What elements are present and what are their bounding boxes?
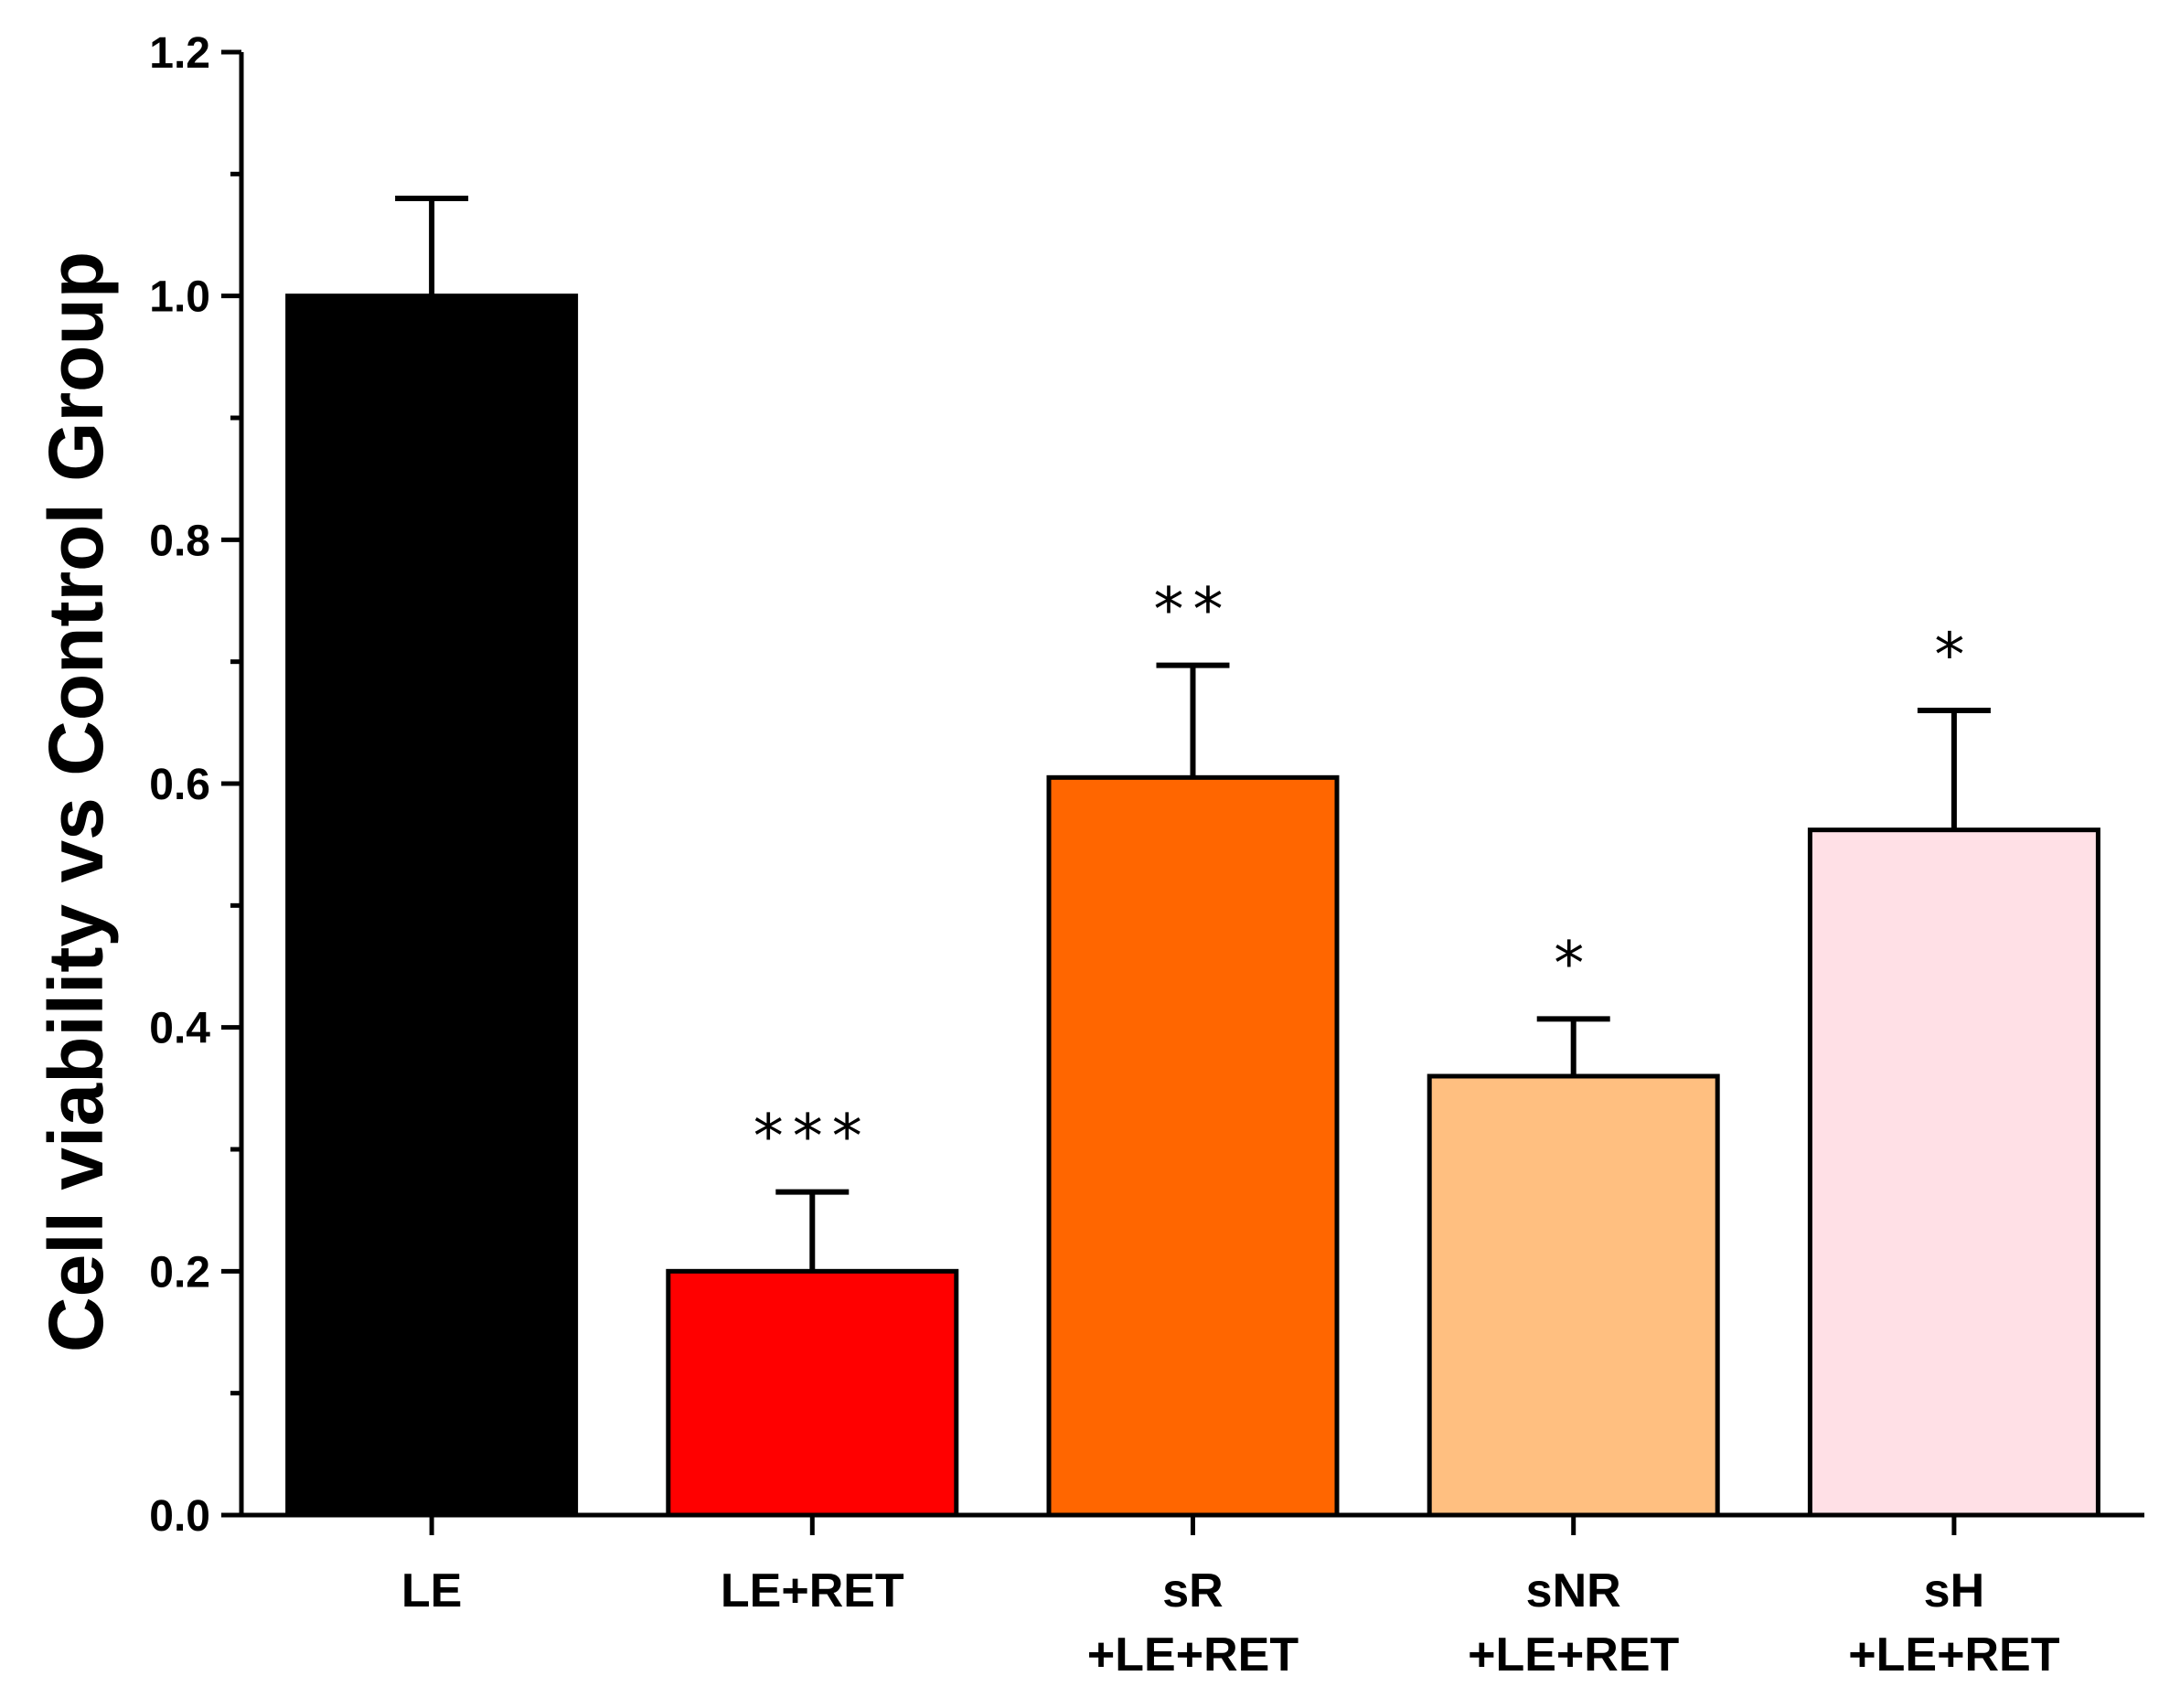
y-tick-label: 0.8 — [149, 517, 210, 565]
significance-label: * — [1934, 620, 1973, 690]
category-label-line2: +LE+RET — [1087, 1628, 1299, 1681]
y-tick-label: 1.0 — [149, 273, 210, 322]
category-label-line2: +LE+RET — [1468, 1628, 1679, 1681]
error-bars — [395, 196, 1991, 1272]
bars — [285, 294, 2100, 1518]
y-tick-label: 0.0 — [149, 1492, 210, 1541]
bar — [1046, 774, 1340, 1518]
bar — [285, 294, 579, 1518]
category-label: sH — [1924, 1564, 1984, 1617]
y-tick-label: 0.6 — [149, 761, 210, 809]
x-ticks: LE LE+RET sR +LE+RET sNR +LE+RET sH +LE+RET — [401, 1515, 2060, 1681]
category-label-line2: +LE+RET — [1848, 1628, 2059, 1681]
y-axis-title: Cell viability vs Control Group — [33, 251, 119, 1352]
significance-label: *** — [754, 1102, 871, 1172]
y-tick-label: 1.2 — [149, 29, 210, 78]
significance-label: * — [1554, 928, 1593, 998]
y-ticks: 0.0 0.2 0.4 0.6 0.8 1.0 1.2 — [149, 29, 241, 1541]
significance-label: ** — [1154, 575, 1233, 646]
category-label: LE+RET — [721, 1564, 904, 1617]
y-tick-label: 0.2 — [149, 1248, 210, 1297]
category-label: sR — [1162, 1564, 1223, 1617]
bar — [666, 1268, 959, 1518]
x-axis: LE LE+RET sR +LE+RET sNR +LE+RET sH +LE+RET — [241, 1512, 2144, 1681]
category-label: sNR — [1526, 1564, 1621, 1617]
bar — [1427, 1073, 1720, 1518]
y-tick-label: 0.4 — [149, 1005, 210, 1053]
y-axis: 0.0 0.2 0.4 0.6 0.8 1.0 1.2 — [149, 29, 244, 1541]
significance-markers: ******* — [754, 575, 1973, 1172]
category-label: LE — [401, 1564, 462, 1617]
bar — [1807, 827, 2100, 1518]
